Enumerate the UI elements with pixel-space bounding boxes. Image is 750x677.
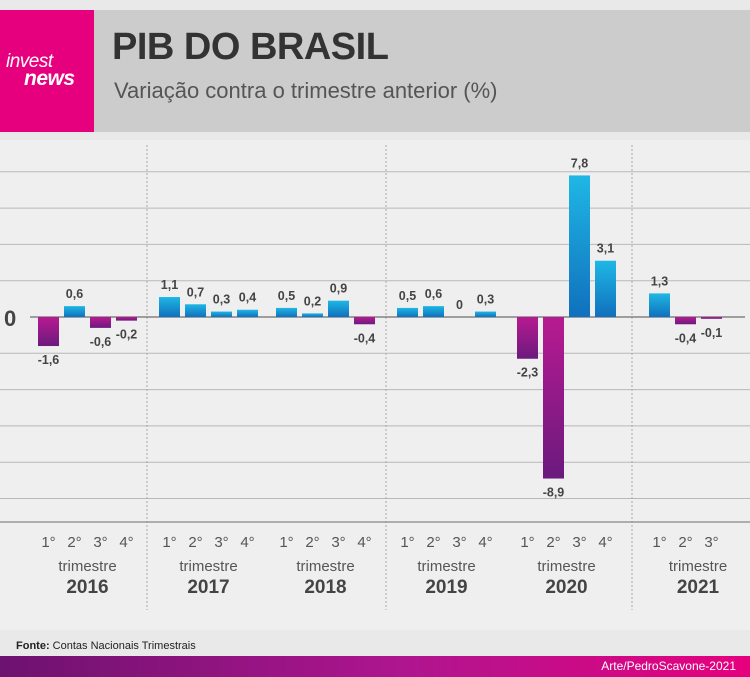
bar-2016-q4 (116, 317, 137, 321)
value-label-2021-q3: -0,1 (701, 326, 723, 340)
quarter-label-2017-q4: 4° (240, 534, 254, 551)
source-text: Contas Nacionais Trimestrais (52, 640, 196, 652)
logo-line1: invest (6, 51, 53, 72)
bar-2018-q1 (276, 307, 297, 317)
bar-2019-q4 (475, 311, 496, 317)
gdp-bar-chart: 0-1,61°0,62°-0,63°-0,24°trimestre20161,1… (0, 145, 750, 610)
value-label-2017-q3: 0,3 (213, 293, 230, 307)
chart-title: PIB DO BRASIL (112, 26, 389, 68)
value-label-2017-q4: 0,4 (239, 291, 256, 305)
bar-2016-q1 (38, 317, 59, 347)
bar-2017-q1 (159, 297, 180, 317)
quarter-label-2017-q2: 2° (188, 534, 202, 551)
value-label-2017-q2: 0,7 (187, 285, 204, 299)
bar-2020-q3 (569, 175, 590, 317)
investnews-logo: invest news (0, 10, 94, 132)
value-label-2020-q2: -8,9 (543, 486, 565, 500)
quarter-label-2019-q3: 3° (452, 534, 466, 551)
bar-2021-q3 (701, 317, 722, 319)
value-label-2019-q2: 0,6 (425, 287, 442, 301)
value-label-2021-q1: 1,3 (651, 274, 668, 288)
bar-2020-q1 (517, 317, 538, 359)
year-label-2017: 2017 (187, 577, 229, 598)
year-label-2020: 2020 (545, 577, 587, 598)
bar-2017-q4 (237, 309, 258, 317)
value-label-2016-q3: -0,6 (90, 335, 112, 349)
value-label-2020-q3: 7,8 (571, 156, 588, 170)
credit-text: Arte/PedroScavone-2021 (601, 659, 736, 673)
quarter-label-2018-q4: 4° (357, 534, 371, 551)
quarter-label-2020-q3: 3° (572, 534, 586, 551)
value-label-2019-q3: 0 (456, 298, 463, 312)
plot-area: 0 -1,6 1° 0,6 2° -0,6 3° -0,2 4° trimestre 2016 1,1… (0, 140, 750, 630)
quarter-label-2020-q2: 2° (546, 534, 560, 551)
quarter-label-2018-q2: 2° (305, 534, 319, 551)
quarter-label-2019-q1: 1° (400, 534, 414, 551)
bottom-bar: Arte/PedroScavone-2021 (0, 656, 750, 677)
source-label: Fonte: (16, 640, 50, 652)
value-label-2018-q1: 0,5 (278, 289, 295, 303)
trimestre-label-2016: trimestre (58, 558, 116, 575)
bar-2019-q2 (423, 306, 444, 317)
value-label-2017-q1: 1,1 (161, 278, 178, 292)
trimestre-label-2018: trimestre (296, 558, 354, 575)
quarter-label-2021-q3: 3° (704, 534, 718, 551)
header: invest news PIB DO BRASIL Variação contr… (0, 10, 750, 132)
value-label-2018-q4: -0,4 (354, 331, 376, 345)
quarter-label-2017-q1: 1° (162, 534, 176, 551)
quarter-label-2018-q3: 3° (331, 534, 345, 551)
bar-2017-q2 (185, 304, 206, 317)
trimestre-label-2021: trimestre (669, 558, 727, 575)
bar-2018-q4 (354, 317, 375, 325)
trimestre-label-2019: trimestre (417, 558, 475, 575)
trimestre-label-2017: trimestre (179, 558, 237, 575)
bar-2021-q2 (675, 317, 696, 325)
quarter-label-2016-q1: 1° (41, 534, 55, 551)
quarter-label-2016-q2: 2° (67, 534, 81, 551)
logo-line2: news (24, 67, 75, 90)
quarter-label-2019-q4: 4° (478, 534, 492, 551)
value-label-2019-q4: 0,3 (477, 293, 494, 307)
quarter-label-2016-q3: 3° (93, 534, 107, 551)
bar-2018-q2 (302, 313, 323, 317)
bar-2019-q1 (397, 307, 418, 317)
value-label-2016-q1: -1,6 (38, 353, 60, 367)
bar-2016-q2 (64, 306, 85, 317)
year-label-2016: 2016 (66, 577, 108, 598)
year-label-2019: 2019 (425, 577, 467, 598)
year-label-2018: 2018 (304, 577, 346, 598)
bar-2021-q1 (649, 293, 670, 317)
value-label-2016-q2: 0,6 (66, 287, 83, 301)
quarter-label-2019-q2: 2° (426, 534, 440, 551)
bar-2020-q2 (543, 317, 564, 479)
value-label-2016-q4: -0,2 (116, 328, 138, 342)
value-label-2021-q2: -0,4 (675, 331, 697, 345)
bar-2020-q4 (595, 260, 616, 317)
value-label-2020-q1: -2,3 (517, 366, 539, 380)
quarter-label-2017-q3: 3° (214, 534, 228, 551)
quarter-label-2016-q4: 4° (119, 534, 133, 551)
quarter-label-2021-q2: 2° (678, 534, 692, 551)
value-label-2018-q3: 0,9 (330, 282, 347, 296)
value-label-2018-q2: 0,2 (304, 294, 321, 308)
trimestre-label-2020: trimestre (537, 558, 595, 575)
chart-subtitle: Variação contra o trimestre anterior (%) (114, 78, 498, 103)
quarter-label-2020-q4: 4° (598, 534, 612, 551)
value-label-2019-q1: 0,5 (399, 289, 416, 303)
bar-2016-q3 (90, 317, 111, 328)
quarter-label-2021-q1: 1° (652, 534, 666, 551)
bar-2017-q3 (211, 311, 232, 317)
bar-2018-q3 (328, 300, 349, 317)
value-label-2020-q4: 3,1 (597, 242, 614, 256)
source-note: Fonte: Contas Nacionais Trimestrais (16, 640, 196, 652)
footer: Fonte: Contas Nacionais Trimestrais (0, 630, 750, 656)
quarter-label-2018-q1: 1° (279, 534, 293, 551)
year-label-2021: 2021 (677, 577, 720, 598)
quarter-label-2020-q1: 1° (520, 534, 534, 551)
zero-axis-label: 0 (4, 306, 16, 331)
